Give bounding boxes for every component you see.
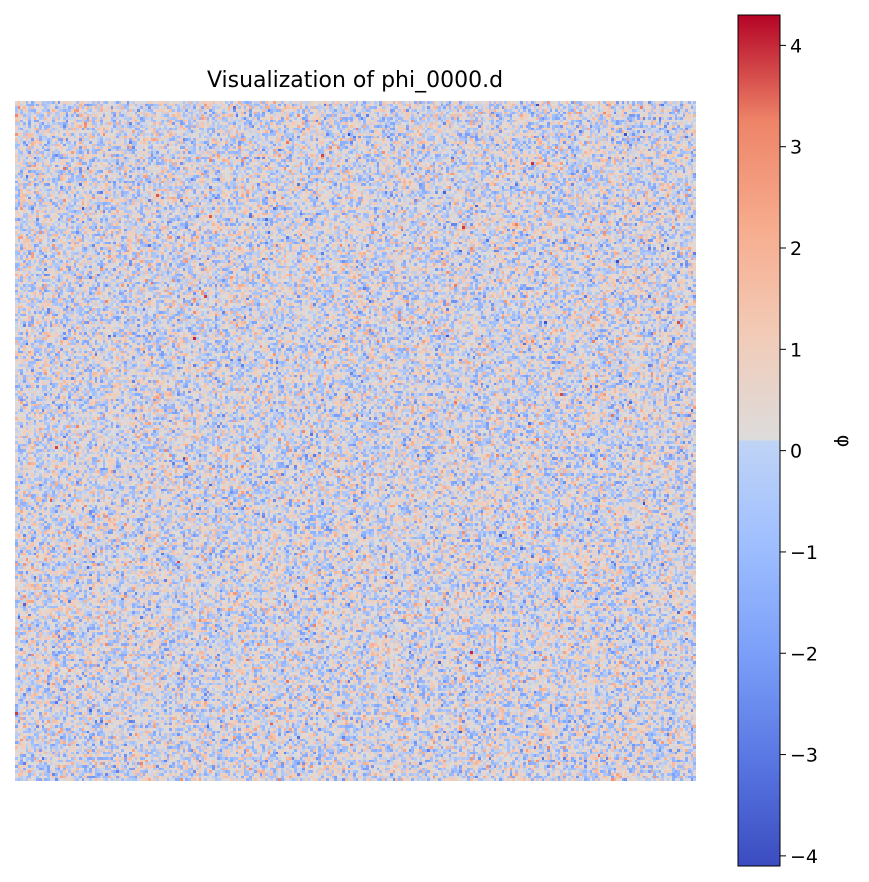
colorbar-tick-label: −3: [790, 745, 818, 767]
colorbar-tick-label: 0: [790, 441, 802, 463]
heatmap-container: [15, 101, 696, 781]
heatmap-image: [15, 101, 696, 781]
colorbar: [737, 14, 781, 867]
chart-title: Visualization of phi_0000.d: [207, 68, 503, 93]
colorbar-tick-label: 4: [790, 35, 802, 57]
colorbar-tick-label: 2: [790, 238, 802, 260]
colorbar-tick-label: 1: [790, 339, 802, 361]
colorbar-ticks: 4 3 2 1 0 −1 −2 −3 −4: [780, 35, 818, 868]
colorbar-tick-label: −2: [790, 643, 818, 665]
colorbar-tick-label: 3: [790, 137, 802, 159]
colorbar-tick-label: −1: [790, 542, 818, 564]
colorbar-label: φ: [833, 435, 855, 448]
colorbar-tick-label: −4: [790, 846, 818, 868]
